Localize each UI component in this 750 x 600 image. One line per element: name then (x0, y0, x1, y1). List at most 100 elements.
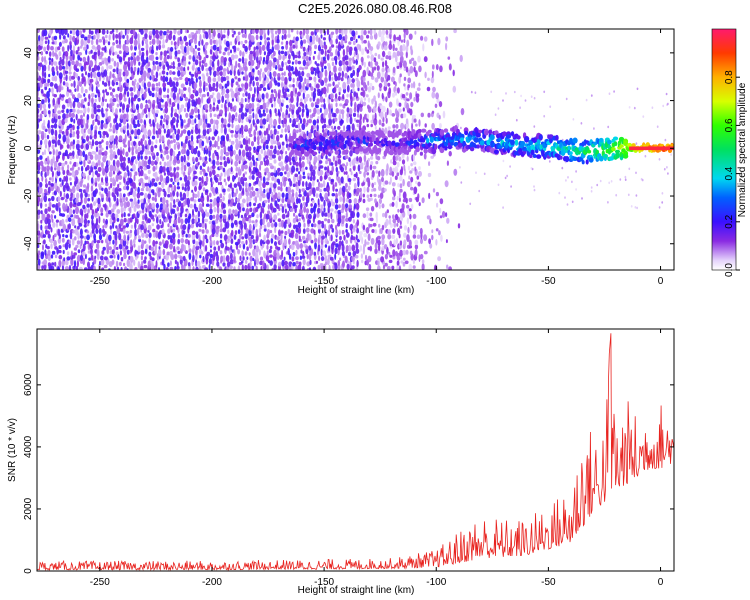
noise-cell (344, 255, 348, 264)
noise-cell (381, 176, 384, 183)
noise-cell (590, 190, 593, 193)
noise-cell (192, 62, 195, 68)
noise-cell (158, 138, 162, 144)
noise-cell (67, 97, 72, 104)
noise-cell (44, 208, 48, 215)
noise-cell (342, 48, 346, 57)
noise-cell (411, 114, 416, 119)
noise-cell (355, 30, 358, 35)
noise-cell (197, 67, 201, 72)
noise-cell (431, 110, 435, 114)
noise-cell (392, 43, 395, 52)
noise-cell (241, 236, 245, 240)
noise-cell (326, 85, 329, 94)
noise-cell (306, 93, 310, 99)
noise-cell (228, 208, 232, 215)
noise-cell (644, 154, 647, 158)
noise-cell (286, 94, 291, 98)
noise-cell (411, 57, 415, 61)
noise-cell (408, 175, 411, 180)
noise-cell (172, 190, 176, 197)
noise-cell (301, 67, 305, 71)
noise-cell (323, 41, 326, 46)
noise-cell (233, 105, 237, 109)
noise-cell (188, 55, 192, 60)
noise-cell (278, 222, 282, 228)
noise-cell (39, 160, 44, 167)
noise-cell (285, 150, 288, 155)
noise-cell (510, 185, 512, 188)
noise-cell (366, 123, 370, 128)
noise-cell (172, 92, 176, 100)
noise-cell (269, 229, 273, 234)
noise-cell (288, 238, 291, 245)
noise-cell (66, 86, 69, 92)
noise-cell (290, 207, 294, 212)
noise-cell (319, 175, 323, 182)
noise-cell (41, 164, 45, 173)
noise-cell (239, 243, 242, 249)
noise-cell (263, 130, 267, 136)
noise-cell (432, 188, 436, 193)
noise-cell (169, 260, 172, 266)
noise-cell (248, 242, 253, 249)
noise-cell (250, 59, 255, 66)
noise-cell (355, 171, 358, 179)
noise-cell (381, 92, 384, 100)
noise-cell (55, 65, 59, 72)
noise-cell (209, 208, 213, 215)
noise-cell (118, 232, 122, 241)
noise-cell (322, 59, 327, 64)
noise-cell (292, 44, 296, 49)
noise-cell (331, 218, 335, 224)
noise-cell (253, 146, 256, 151)
noise-cell (191, 165, 196, 172)
noise-cell (319, 77, 322, 83)
noise-cell (82, 243, 86, 252)
noise-cell (179, 177, 183, 181)
noise-cell (220, 255, 224, 263)
noise-cell (141, 220, 145, 225)
noise-cell (271, 45, 274, 53)
noise-cell (161, 258, 165, 266)
noise-cell (82, 118, 85, 126)
noise-cell (413, 118, 417, 123)
noise-cell (406, 234, 410, 243)
noise-cell (185, 41, 189, 47)
noise-cell (350, 36, 354, 42)
noise-cell (337, 176, 341, 184)
noise-cell (337, 50, 340, 57)
noise-cell (314, 44, 318, 50)
noise-cell (84, 97, 87, 102)
noise-cell (378, 119, 382, 126)
noise-cell (150, 152, 155, 157)
noise-cell (269, 260, 274, 266)
noise-cell (129, 263, 133, 270)
noise-cell (345, 182, 348, 188)
noise-cell (67, 60, 71, 67)
noise-cell (134, 78, 137, 83)
noise-cell (287, 178, 291, 182)
noise-cell (147, 107, 151, 113)
noise-cell (87, 107, 90, 113)
noise-cell (58, 162, 62, 166)
noise-cell (251, 186, 254, 191)
noise-cell (209, 112, 212, 118)
noise-cell (385, 41, 388, 46)
noise-cell (65, 137, 70, 145)
noise-cell (50, 214, 54, 220)
noise-cell (109, 91, 113, 96)
noise-cell (144, 175, 149, 180)
noise-cell (195, 241, 199, 247)
noise-cell (116, 66, 119, 75)
noise-cell (388, 215, 391, 219)
noise-cell (83, 159, 86, 168)
noise-cell (371, 170, 375, 178)
noise-cell (77, 249, 81, 254)
noise-cell (155, 164, 158, 170)
noise-cell (209, 203, 213, 210)
noise-cell (308, 182, 312, 190)
noise-cell (351, 78, 356, 84)
noise-cell (298, 128, 302, 133)
noise-cell (272, 61, 276, 69)
